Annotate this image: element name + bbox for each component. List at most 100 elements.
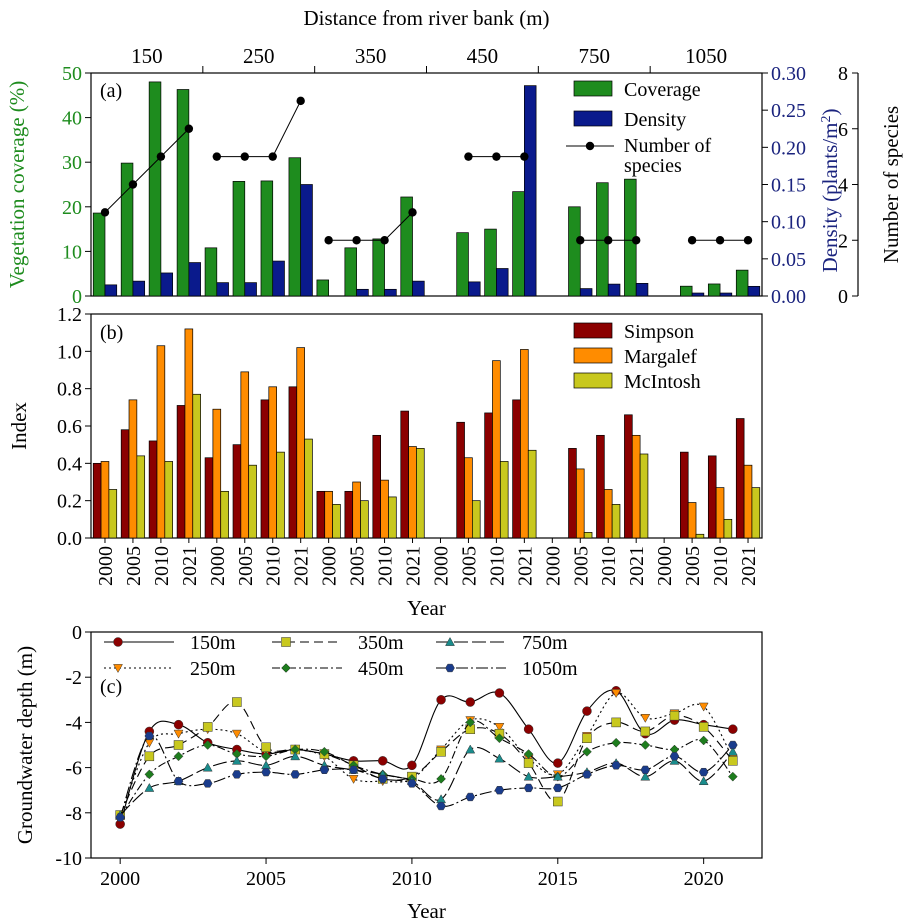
species-line [104,128,190,213]
density-bar [160,272,173,297]
depth-marker [698,722,709,732]
year-tick-label: 2010 [710,546,732,586]
right-axis-tick-label: 0.25 [771,100,806,122]
index-bar-margalef [100,461,110,539]
coverage-bar [204,247,218,297]
legend-label-1050m: 1050m [522,658,578,680]
index-bar-mcintosh [723,518,733,539]
index-bar-margalef [408,446,417,539]
species-axis-title: Number of species [879,106,903,263]
index-bar-margalef [268,386,277,539]
depth-marker [494,688,505,698]
index-bar-margalef [576,468,585,539]
coverage-bar [400,196,413,297]
depth-marker [640,771,651,781]
legend-mcintosh-swatch [573,372,613,389]
legend-label-450m: 450m [358,658,404,680]
depth-marker [436,747,446,757]
depth-marker [436,695,446,705]
index-bar-margalef [492,360,501,539]
index-bar-margalef [296,347,305,539]
depth-marker [436,801,446,811]
density-bar [496,268,509,297]
coverage-bar [680,285,693,297]
index-bar-simpson [680,451,689,539]
year-tick-label: 2010 [486,546,508,586]
index-bar-mcintosh [499,461,509,539]
right-axis-tick-label: 0.15 [771,175,806,197]
depth-marker [202,722,213,732]
species-point [240,152,249,161]
depth-marker [144,782,155,792]
index-bar-simpson [372,434,381,539]
depth-marker [113,637,123,647]
top-axis-tick-label: 750 [579,44,611,68]
depth-line-750m [119,746,734,816]
year-tick-label: 2021 [626,546,648,586]
year-tick-label: 2021 [291,546,313,586]
index-bar-simpson [232,444,242,539]
coverage-bar [176,89,190,297]
index-bar-margalef [603,489,613,539]
index-bar-margalef [715,487,725,539]
density-bar [691,292,705,297]
index-bar-simpson [344,490,354,539]
density-bar [412,280,425,297]
depth-marker [523,724,534,734]
depth-marker [698,702,709,712]
depth-marker [144,731,155,741]
right-axis-tick-label: 0.00 [771,286,806,308]
panel-b-x-title: Year [407,596,446,620]
left-axis-tick-label: 0 [72,286,82,308]
depth-marker [494,723,505,732]
depth-marker [231,729,242,739]
species-point [743,236,753,245]
groundwater-year-tick-label: 2010 [392,868,432,890]
depth-marker [173,719,184,730]
right-axis-tick-label: 0.05 [771,249,806,271]
panel-c-label: (c) [100,676,122,698]
right-axis-title: Density (plants/m2) [818,109,842,273]
legend-density-label: Density [624,109,686,131]
year-tick-label: 2000 [654,546,676,586]
density-bar [356,288,369,297]
depth-marker [261,742,271,753]
year-tick-label: 2021 [514,546,536,586]
density-bar [132,280,146,297]
depth-marker [465,744,476,754]
index-bar-mcintosh [332,504,341,539]
species-axis-tick-label: 0 [838,286,848,308]
species-point [380,236,389,245]
depth-marker [144,769,155,780]
depth-axis-tick-label: -10 [55,848,82,870]
depth-line-450m [119,720,734,818]
index-axis-tick-label: 1.0 [57,341,82,363]
right-axis-tick-label: 0.30 [771,63,806,85]
depth-marker [640,726,651,737]
depth-axis-tick-label: -6 [65,758,82,780]
index-bar-simpson [624,414,633,539]
density-bar [468,281,481,297]
depth-line-1050m [119,735,734,818]
species-point [464,152,473,161]
coverage-bar [568,206,581,297]
index-bar-margalef [380,479,389,539]
coverage-bar [316,279,329,297]
index-axis-tick-label: 0.2 [57,491,82,513]
index-bar-mcintosh [472,500,481,539]
coverage-bar [288,157,302,297]
right-axis-title-end: ) [818,109,842,116]
index-bar-simpson [176,405,186,539]
coverage-bar [92,212,106,297]
left-axis-tick-label: 50 [62,63,82,85]
right-axis-title-main: Density (plants/m [818,123,842,273]
year-tick-label: 2021 [738,546,760,586]
depth-marker [231,755,242,765]
index-bar-margalef [128,399,138,539]
index-bar-simpson [484,412,493,539]
legend-label-750m: 750m [522,632,568,654]
index-bar-simpson [316,490,326,539]
index-bar-simpson [596,434,605,539]
depth-marker [261,767,271,777]
panel-a-coverage-density-species: (a)Distance from river bank (m)150 250 350… [5,6,903,308]
